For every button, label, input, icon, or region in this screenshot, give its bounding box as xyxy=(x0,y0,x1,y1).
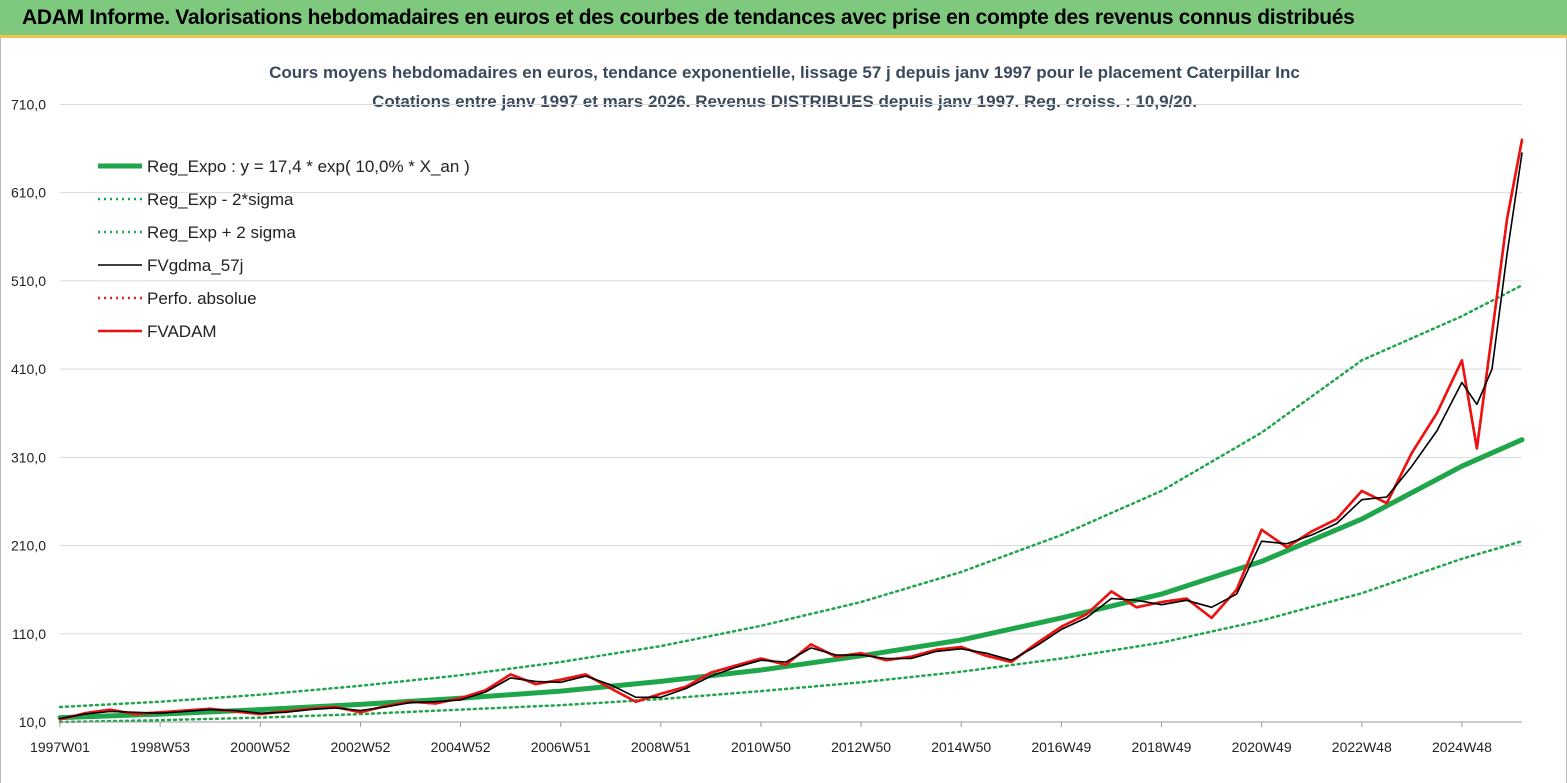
x-tick-label: 2024W48 xyxy=(1432,739,1492,755)
legend-label: Reg_Expo : y = 17,4 * exp( 10,0% * X_an … xyxy=(147,157,470,176)
x-tick-label: 2002W52 xyxy=(330,739,390,755)
x-tick-label: 1998W53 xyxy=(130,739,190,755)
y-tick-label: 710,0 xyxy=(11,96,46,112)
legend-label: FVADAM xyxy=(147,322,217,341)
y-tick-label: 410,0 xyxy=(11,361,46,377)
x-tick-label: 2008W51 xyxy=(631,739,691,755)
legend-label: FVgdma_57j xyxy=(147,256,243,275)
y-tick-label: 10,0 xyxy=(19,714,46,730)
y-tick-label: 610,0 xyxy=(11,185,46,201)
legend-label: Reg_Exp + 2 sigma xyxy=(147,223,296,242)
x-tick-label: 2020W49 xyxy=(1232,739,1292,755)
x-tick-label: 2012W50 xyxy=(831,739,891,755)
y-tick-label: 110,0 xyxy=(12,626,46,642)
y-tick-label: 310,0 xyxy=(11,449,46,465)
series-line-1 xyxy=(58,539,1524,724)
x-tick-label: 2022W48 xyxy=(1332,739,1392,755)
series-line-3 xyxy=(59,152,1523,720)
x-tick-label: 2006W51 xyxy=(531,739,591,755)
x-tick-label: 2004W52 xyxy=(431,739,491,755)
y-tick-label: 210,0 xyxy=(11,538,46,554)
x-tick-label: 2010W50 xyxy=(731,739,791,755)
x-tick-label: 1997W01 xyxy=(30,739,90,755)
x-tick-label: 2014W50 xyxy=(931,739,991,755)
legend-label: Reg_Exp - 2*sigma xyxy=(147,190,294,209)
report-title: ADAM Informe. Valorisations hebdomadaire… xyxy=(22,6,1355,29)
x-tick-label: 2000W52 xyxy=(230,739,290,755)
report-header: ADAM Informe. Valorisations hebdomadaire… xyxy=(0,0,1567,38)
chart-title: Cours moyens hebdomadaires en euros, ten… xyxy=(269,63,1300,82)
y-tick-label: 510,0 xyxy=(11,273,46,289)
legend-label: Perfo. absolue xyxy=(147,289,257,308)
chart-subtitle: Cotations entre janv 1997 et mars 2026. … xyxy=(372,92,1197,111)
series-line-2 xyxy=(58,284,1524,709)
series-line-0 xyxy=(57,437,1525,721)
x-tick-label: 2018W49 xyxy=(1132,739,1192,755)
x-tick-label: 2016W49 xyxy=(1031,739,1091,755)
